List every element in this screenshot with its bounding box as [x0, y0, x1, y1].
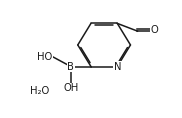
Text: O: O	[150, 25, 158, 35]
Text: OH: OH	[63, 83, 78, 93]
Text: H₂O: H₂O	[30, 86, 50, 96]
Text: N: N	[114, 61, 121, 72]
Text: B: B	[67, 61, 74, 72]
Text: HO: HO	[37, 52, 52, 61]
